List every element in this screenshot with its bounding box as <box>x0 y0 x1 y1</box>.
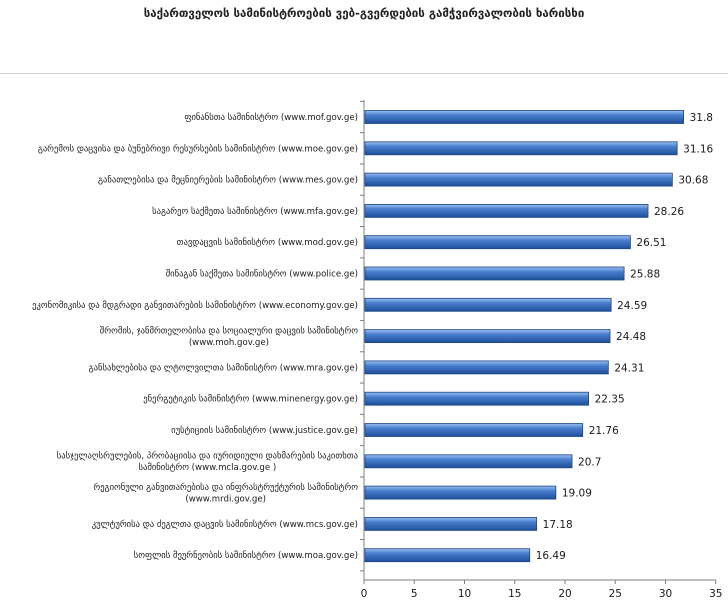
data-label: 24.48 <box>616 331 646 343</box>
x-tick-label: 25 <box>609 588 622 600</box>
bar <box>364 423 584 437</box>
bar <box>364 266 625 281</box>
bar <box>364 517 538 531</box>
plot-area: 0 5 10 15 20 25 30 35 31.8 ფინანსთა სამინისტრო (w… <box>32 100 722 600</box>
data-label: 31.8 <box>690 112 713 124</box>
bar <box>364 297 612 312</box>
data-label: 21.76 <box>589 425 619 437</box>
category-label: თავდაცვის სამინისტრო (www.mod.gov.ge) <box>177 237 358 248</box>
data-label: 30.68 <box>678 175 708 187</box>
data-label: 20.7 <box>578 456 601 468</box>
category-label: შინაგან საქმეთა სამინისტრო (www.police.g… <box>166 269 358 280</box>
bar <box>364 203 649 218</box>
bar <box>364 454 573 469</box>
x-tick-label: 10 <box>458 588 471 600</box>
bar <box>364 391 590 406</box>
bar <box>364 360 609 375</box>
category-label: რეგიონული განვითარებისა და ინფრასტრუქტურ… <box>93 482 358 505</box>
bar <box>364 110 684 124</box>
x-tick-label: 30 <box>659 588 672 600</box>
data-label: 22.35 <box>595 394 625 406</box>
data-label: 26.51 <box>636 237 666 249</box>
bar <box>364 235 631 250</box>
category-label: სასჯელაღსრულების, პრობაციისა და იურიდიულ… <box>57 451 358 474</box>
category-label: ეკონომიკისა და მდგრადი განვითარების სამი… <box>32 300 358 311</box>
data-label: 24.59 <box>617 300 647 312</box>
category-label: განათლებისა და მეცნიერების სამინისტრო (w… <box>98 175 358 186</box>
x-tick-label: 0 <box>361 588 368 600</box>
data-label: 17.18 <box>543 519 573 531</box>
bar <box>364 172 673 187</box>
bar <box>364 485 557 500</box>
bar <box>364 329 611 344</box>
data-label: 25.88 <box>630 269 660 281</box>
data-label: 16.49 <box>536 550 566 562</box>
x-tick-label: 20 <box>558 588 571 600</box>
category-label: სოფლის მეურნეობის სამინისტრო (www.moa.go… <box>134 550 358 561</box>
x-tick-label: 5 <box>411 588 418 600</box>
bar <box>364 141 678 156</box>
data-label: 31.16 <box>683 143 713 155</box>
category-label: განსახლებისა და ლტოლვილთა სამინისტრო (ww… <box>89 362 358 373</box>
category-label: კულტურისა და ძეგლთა დაცვის სამინისტრო (w… <box>92 519 358 530</box>
category-label: ფინანსთა სამინისტრო (www.mof.gov.ge) <box>184 112 358 123</box>
category-label: იუსტიციის სამინისტრო (www.justice.gov.ge… <box>171 425 358 436</box>
chart-title: საქართველოს სამინისტროების ვებ-გვერდების… <box>143 6 585 20</box>
title-divider <box>0 73 728 74</box>
category-label: ენერგეტიკის სამინისტრო (www.minenergy.go… <box>143 394 358 405</box>
bar <box>364 548 531 563</box>
data-label: 24.31 <box>614 362 644 374</box>
x-tick-label: 15 <box>508 588 521 600</box>
x-tick-label: 35 <box>709 588 722 600</box>
category-label: გარემოს დაცვისა და ბუნებრივი რესურსების … <box>38 143 358 154</box>
category-label: საგარეო საქმეთა სამინისტრო (www.mfa.gov.… <box>152 206 358 217</box>
data-label: 19.09 <box>562 488 592 500</box>
category-label: შრომის, ჯანმრთელობისა და სოციალური დაცვი… <box>100 325 358 348</box>
data-label: 28.26 <box>654 206 684 218</box>
